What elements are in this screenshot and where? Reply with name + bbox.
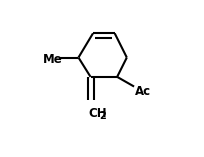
Text: 2: 2 [99,111,106,121]
Text: Ac: Ac [134,85,151,98]
Text: Me: Me [42,53,62,66]
Text: CH: CH [88,107,107,120]
